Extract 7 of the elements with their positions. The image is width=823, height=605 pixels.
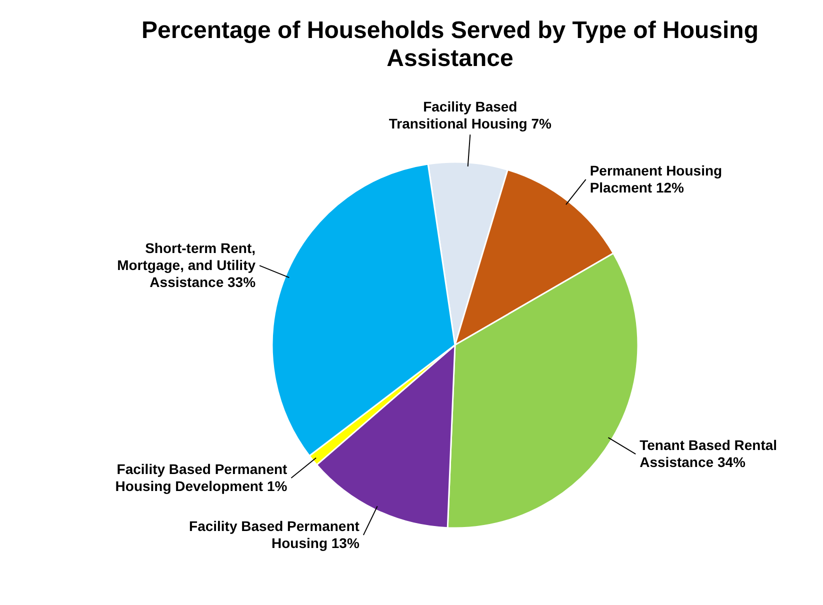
slice-label: Facility Based Transitional Housing 7% (388, 98, 552, 132)
chart-title: Percentage of Households Served by Type of Housing Assistance (141, 17, 759, 72)
slice-label: Facility Based Permanent Housing 13% (189, 518, 360, 552)
slice-label: Facility Based Permanent Housing Development 1% (115, 461, 288, 494)
slice-label: Permanent Housing Placment 12% (590, 162, 722, 196)
slice-label: Tenant Based Rental Assistance 34% (640, 437, 778, 470)
slice-label: Short-term Rent, Mortgage, and Utility Assistance 33% (117, 240, 256, 290)
